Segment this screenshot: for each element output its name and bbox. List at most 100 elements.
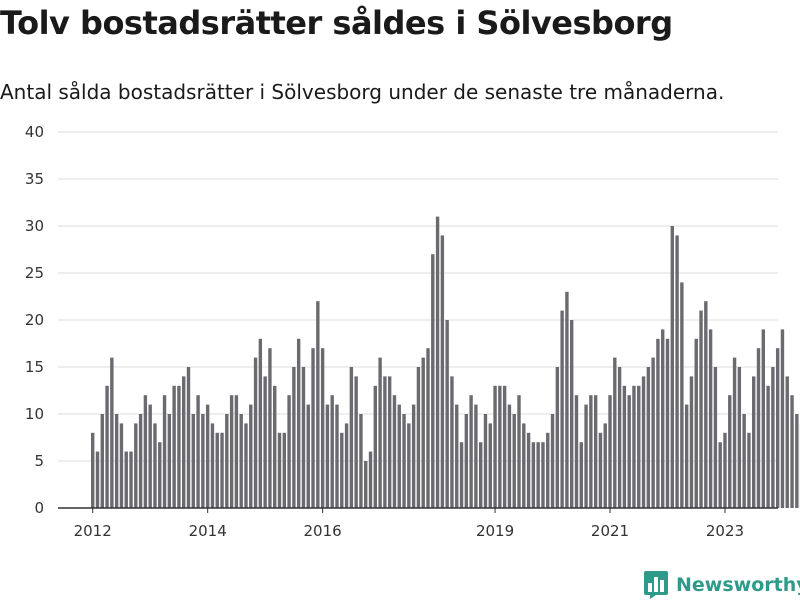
x-tick-label: 2016 bbox=[304, 522, 342, 540]
bar bbox=[560, 311, 563, 508]
bar bbox=[632, 386, 635, 508]
bar bbox=[287, 395, 290, 508]
bar bbox=[120, 423, 123, 508]
bar bbox=[239, 414, 242, 508]
brand-name: Newsworthy bbox=[676, 574, 800, 596]
bar bbox=[728, 395, 731, 508]
bar bbox=[374, 386, 377, 508]
bar bbox=[479, 442, 482, 508]
x-tick-label: 2012 bbox=[74, 522, 112, 540]
bar bbox=[469, 395, 472, 508]
bar bbox=[326, 405, 329, 508]
y-tick-label: 15 bbox=[25, 358, 44, 376]
newsworthy-icon bbox=[644, 571, 668, 599]
bar bbox=[235, 395, 238, 508]
bar bbox=[101, 414, 104, 508]
bar bbox=[192, 414, 195, 508]
bar bbox=[618, 367, 621, 508]
bar bbox=[580, 442, 583, 508]
x-tick-label: 2021 bbox=[591, 522, 629, 540]
bar bbox=[594, 395, 597, 508]
bar bbox=[359, 414, 362, 508]
bar bbox=[661, 329, 664, 508]
bar bbox=[144, 395, 147, 508]
bar bbox=[536, 442, 539, 508]
bar bbox=[417, 367, 420, 508]
x-tick-label: 2014 bbox=[189, 522, 227, 540]
bar bbox=[335, 405, 338, 508]
bar bbox=[105, 386, 108, 508]
bar bbox=[786, 376, 789, 508]
bar bbox=[254, 358, 257, 508]
bar bbox=[766, 386, 769, 508]
bar bbox=[675, 235, 678, 508]
bar bbox=[129, 452, 132, 508]
bar bbox=[148, 405, 151, 508]
bar bbox=[776, 348, 779, 508]
y-tick-label: 10 bbox=[25, 405, 44, 423]
bar bbox=[383, 376, 386, 508]
bar bbox=[450, 376, 453, 508]
bar bbox=[378, 358, 381, 508]
bar bbox=[613, 358, 616, 508]
bar bbox=[742, 414, 745, 508]
bar bbox=[259, 339, 262, 508]
bar bbox=[647, 367, 650, 508]
bar bbox=[388, 376, 391, 508]
bar bbox=[489, 423, 492, 508]
bar bbox=[484, 414, 487, 508]
bar bbox=[781, 329, 784, 508]
bar bbox=[398, 405, 401, 508]
bar bbox=[426, 348, 429, 508]
bar bbox=[604, 423, 607, 508]
bar bbox=[546, 433, 549, 508]
bar bbox=[637, 386, 640, 508]
bar bbox=[273, 386, 276, 508]
bar bbox=[718, 442, 721, 508]
bar bbox=[733, 358, 736, 508]
bar bbox=[556, 367, 559, 508]
bar bbox=[316, 301, 319, 508]
bar bbox=[704, 301, 707, 508]
bar bbox=[671, 226, 674, 508]
bar bbox=[321, 348, 324, 508]
bar bbox=[465, 414, 468, 508]
y-tick-label: 30 bbox=[25, 217, 44, 235]
bar bbox=[513, 414, 516, 508]
bar bbox=[139, 414, 142, 508]
bar bbox=[230, 395, 233, 508]
bar bbox=[220, 433, 223, 508]
bar bbox=[187, 367, 190, 508]
bar bbox=[752, 376, 755, 508]
bar bbox=[311, 348, 314, 508]
bar bbox=[493, 386, 496, 508]
bar bbox=[206, 405, 209, 508]
bar bbox=[369, 452, 372, 508]
bar bbox=[268, 348, 271, 508]
bar bbox=[302, 367, 305, 508]
bar bbox=[331, 395, 334, 508]
bar bbox=[354, 376, 357, 508]
bar bbox=[441, 235, 444, 508]
bar bbox=[517, 395, 520, 508]
bar bbox=[455, 405, 458, 508]
bar bbox=[723, 433, 726, 508]
bar bbox=[498, 386, 501, 508]
bar bbox=[225, 414, 228, 508]
bar bbox=[627, 395, 630, 508]
bar bbox=[96, 452, 99, 508]
bar bbox=[163, 395, 166, 508]
bar bbox=[771, 367, 774, 508]
bar bbox=[680, 282, 683, 508]
bar bbox=[158, 442, 161, 508]
bar bbox=[297, 339, 300, 508]
bar bbox=[350, 367, 353, 508]
bar bbox=[211, 423, 214, 508]
bar bbox=[623, 386, 626, 508]
bar bbox=[125, 452, 128, 508]
y-tick-label: 35 bbox=[25, 170, 44, 188]
bar bbox=[249, 405, 252, 508]
bar bbox=[695, 339, 698, 508]
bar bbox=[503, 386, 506, 508]
